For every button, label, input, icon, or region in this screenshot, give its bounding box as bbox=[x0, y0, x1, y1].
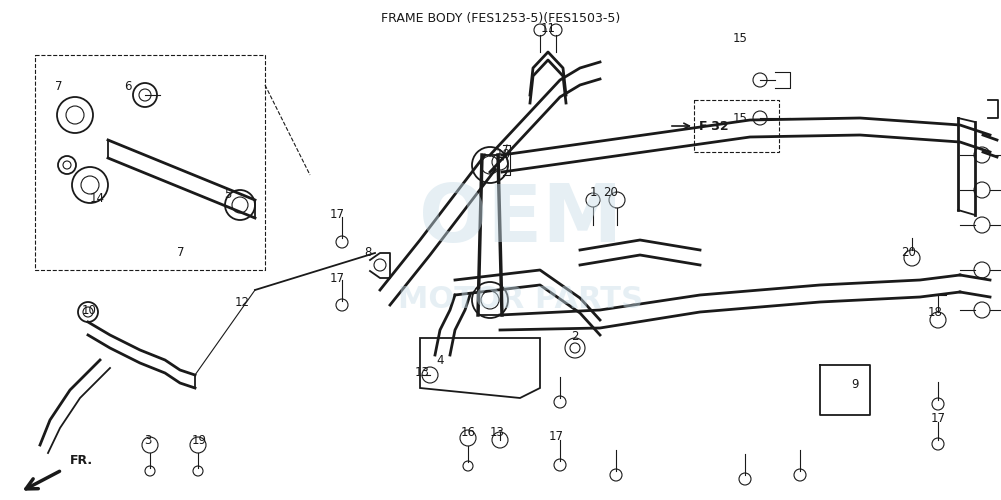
Text: MOTOR PARTS: MOTOR PARTS bbox=[398, 286, 643, 314]
Text: 7: 7 bbox=[55, 80, 63, 94]
Text: 20: 20 bbox=[604, 186, 619, 200]
Text: 4: 4 bbox=[436, 354, 443, 366]
Text: 15: 15 bbox=[733, 32, 748, 44]
Text: 18: 18 bbox=[928, 306, 942, 320]
Text: 18: 18 bbox=[495, 148, 511, 162]
Text: 17: 17 bbox=[329, 272, 344, 284]
Text: 12: 12 bbox=[234, 296, 249, 308]
Text: 14: 14 bbox=[89, 192, 104, 204]
Text: 2: 2 bbox=[572, 330, 579, 344]
Text: 13: 13 bbox=[489, 426, 505, 438]
Text: 9: 9 bbox=[851, 378, 859, 392]
Text: 11: 11 bbox=[541, 22, 556, 35]
Text: 6: 6 bbox=[124, 80, 132, 94]
Bar bbox=[35, 55, 265, 270]
Text: 19: 19 bbox=[191, 434, 206, 446]
Text: 16: 16 bbox=[460, 426, 475, 438]
Text: 15: 15 bbox=[733, 112, 748, 124]
Text: 8: 8 bbox=[364, 246, 371, 260]
Text: 20: 20 bbox=[902, 246, 917, 260]
Text: 17: 17 bbox=[329, 208, 344, 222]
Bar bbox=[694, 100, 779, 152]
Text: 1: 1 bbox=[590, 186, 597, 200]
Text: 17: 17 bbox=[931, 412, 946, 424]
Text: 7: 7 bbox=[177, 246, 185, 260]
Text: F-32: F-32 bbox=[699, 120, 730, 132]
Text: 5: 5 bbox=[224, 188, 231, 202]
Text: 10: 10 bbox=[81, 304, 96, 316]
Text: 17: 17 bbox=[549, 430, 564, 444]
Text: FRAME BODY (FES1253-5)(FES1503-5): FRAME BODY (FES1253-5)(FES1503-5) bbox=[380, 12, 621, 25]
Text: 13: 13 bbox=[414, 366, 429, 378]
Text: OEM: OEM bbox=[418, 181, 623, 259]
Text: 3: 3 bbox=[144, 434, 152, 446]
Text: FR.: FR. bbox=[70, 454, 93, 467]
